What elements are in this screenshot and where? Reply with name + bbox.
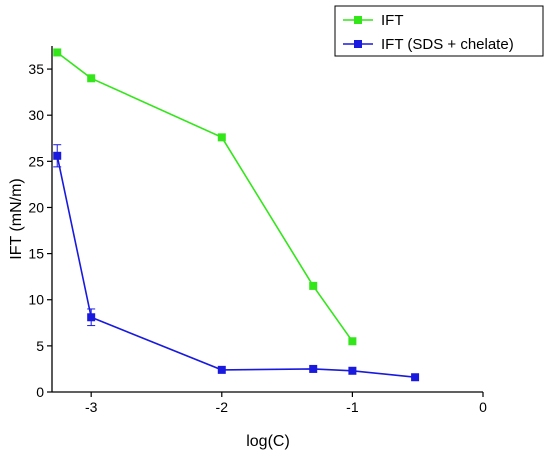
data-point-ift bbox=[217, 133, 226, 142]
data-point-ift bbox=[348, 337, 357, 346]
series-line-ift-sds-chelate bbox=[56, 155, 416, 378]
data-point-ift-sds-chelate bbox=[411, 373, 420, 382]
series-line-ift bbox=[56, 51, 354, 342]
data-point-ift-sds-chelate bbox=[87, 313, 96, 322]
legend-box bbox=[334, 5, 544, 57]
y-tick-label: 15 bbox=[28, 246, 44, 262]
series-ift-sds-chelate bbox=[53, 144, 420, 382]
y-tick-label: 5 bbox=[36, 338, 44, 354]
y-tick-label: 20 bbox=[28, 199, 44, 215]
legend-label-ift: IFT bbox=[381, 12, 404, 29]
y-tick-label: 0 bbox=[36, 384, 44, 400]
data-point-ift bbox=[309, 281, 318, 290]
data-point-ift bbox=[53, 48, 62, 57]
x-tick-label: -1 bbox=[346, 399, 359, 415]
legend-marker-ift bbox=[354, 16, 362, 24]
x-tick-label: -3 bbox=[85, 399, 98, 415]
y-tick-label: 10 bbox=[28, 292, 44, 308]
x-axis-title: log(C) bbox=[246, 433, 290, 450]
y-axis-title: IFT (mN/m) bbox=[8, 178, 25, 259]
legend-marker-ift-sds-chelate bbox=[354, 40, 362, 48]
data-point-ift-sds-chelate bbox=[348, 366, 357, 375]
series-layer bbox=[53, 48, 420, 382]
x-tick-label: -2 bbox=[216, 399, 229, 415]
legend: IFT IFT (SDS + chelate) bbox=[334, 5, 544, 57]
series-ift bbox=[53, 48, 357, 346]
x-axis-ticks: -3 -2 -1 0 bbox=[85, 392, 487, 415]
y-tick-label: 25 bbox=[28, 153, 44, 169]
legend-label-ift-sds-chelate: IFT (SDS + chelate) bbox=[381, 36, 514, 53]
y-axis-ticks: 0 5 10 15 20 25 30 35 bbox=[28, 61, 52, 400]
data-point-ift-sds-chelate bbox=[309, 364, 318, 373]
data-point-ift bbox=[87, 74, 96, 83]
data-point-ift-sds-chelate bbox=[217, 365, 226, 374]
data-point-ift-sds-chelate bbox=[53, 151, 62, 160]
y-tick-label: 35 bbox=[28, 61, 44, 77]
plot-area: -3 -2 -1 0 0 5 10 15 20 25 30 35 bbox=[28, 46, 487, 415]
y-tick-label: 30 bbox=[28, 107, 44, 123]
x-tick-label: 0 bbox=[479, 399, 487, 415]
